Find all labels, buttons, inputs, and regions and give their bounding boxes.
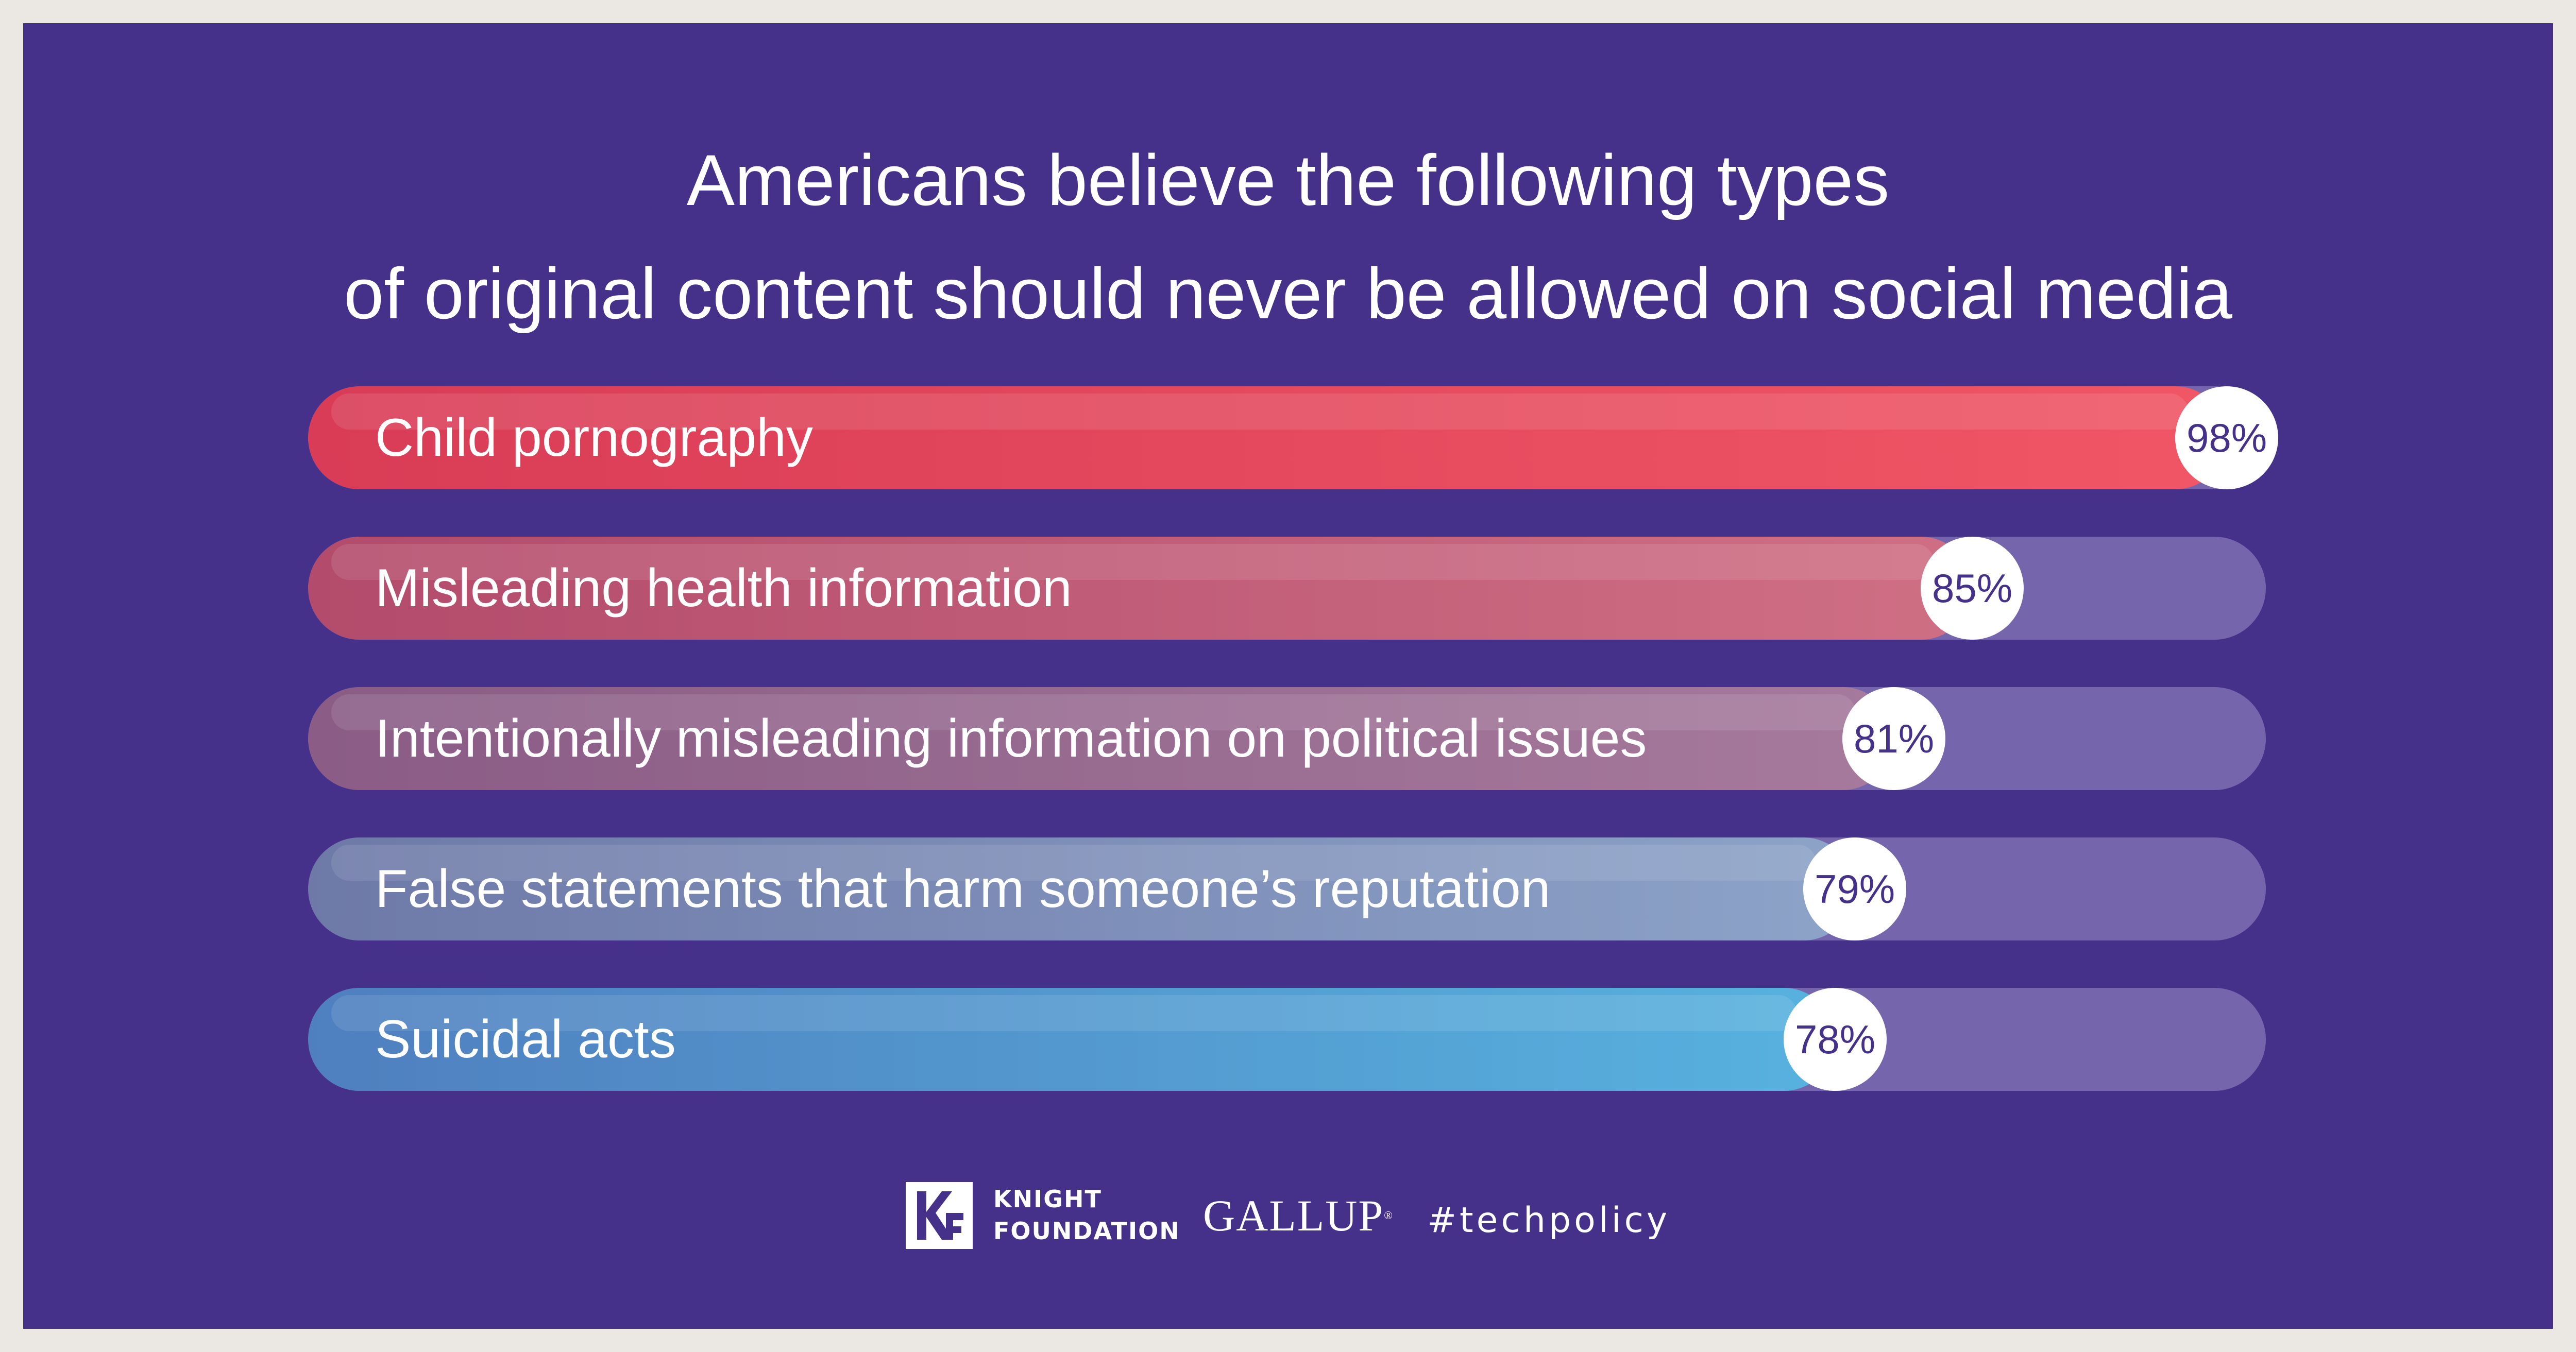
bar-row: Child pornography 98% bbox=[308, 386, 2278, 489]
bar-row: False statements that harm someone’s rep… bbox=[308, 837, 2266, 940]
gallup-wordmark: GALLUP® bbox=[1203, 1192, 1394, 1239]
chart-title: Americans believe the following types of… bbox=[23, 124, 2553, 350]
bar bbox=[308, 687, 1894, 790]
bar-value-label: 98% bbox=[2175, 386, 2278, 489]
bar-value-label: 78% bbox=[1784, 988, 1887, 1091]
partner-name: GALLUP bbox=[1203, 1191, 1384, 1240]
registered-mark: ® bbox=[1384, 1209, 1394, 1222]
bar bbox=[308, 386, 2227, 489]
title-line-1: Americans believe the following types bbox=[686, 140, 1890, 220]
org-line-1: KNIGHT bbox=[993, 1185, 1102, 1213]
bar-track bbox=[308, 386, 2266, 489]
bar-value-label: 85% bbox=[1921, 537, 2024, 640]
bar-highlight bbox=[331, 393, 2188, 430]
bar-chart: Child pornography 98% Misleading health in… bbox=[23, 23, 2553, 1329]
hashtag: #techpolicy bbox=[1427, 1200, 1671, 1241]
knight-foundation-logo-icon bbox=[906, 1182, 973, 1249]
footer: KNIGHT FOUNDATION GALLUP® #techpolicy bbox=[23, 1172, 2553, 1254]
bar-highlight bbox=[331, 845, 1816, 881]
title-line-2: of original content should never be allo… bbox=[344, 253, 2232, 334]
bar bbox=[308, 837, 1855, 940]
bar-highlight bbox=[331, 544, 1934, 580]
bar-category-label: False statements that harm someone’s rep… bbox=[375, 859, 1551, 919]
bar-highlight bbox=[331, 694, 1855, 730]
bar bbox=[308, 988, 1835, 1091]
bar-row: Intentionally misleading information on … bbox=[308, 687, 2266, 790]
bar-value-label: 79% bbox=[1803, 837, 1906, 940]
bar-category-label: Misleading health information bbox=[375, 558, 1072, 618]
bar-category-label: Intentionally misleading information on … bbox=[375, 709, 1647, 768]
knight-foundation-wordmark: KNIGHT FOUNDATION bbox=[993, 1183, 1180, 1247]
bar-row: Suicidal acts 78% bbox=[308, 988, 2266, 1091]
bar-category-label: Suicidal acts bbox=[375, 1009, 676, 1069]
org-line-2: FOUNDATION bbox=[993, 1217, 1180, 1245]
bar bbox=[308, 537, 1972, 640]
bar-track bbox=[308, 988, 2266, 1091]
bar-track bbox=[308, 837, 2266, 940]
bar-highlight bbox=[331, 995, 1797, 1031]
bar-value-label: 81% bbox=[1842, 687, 1945, 790]
infographic-panel: Americans believe the following types of… bbox=[23, 23, 2553, 1329]
bar-category-label: Child pornography bbox=[375, 408, 813, 468]
bar-row: Misleading health information 85% bbox=[308, 537, 2266, 640]
